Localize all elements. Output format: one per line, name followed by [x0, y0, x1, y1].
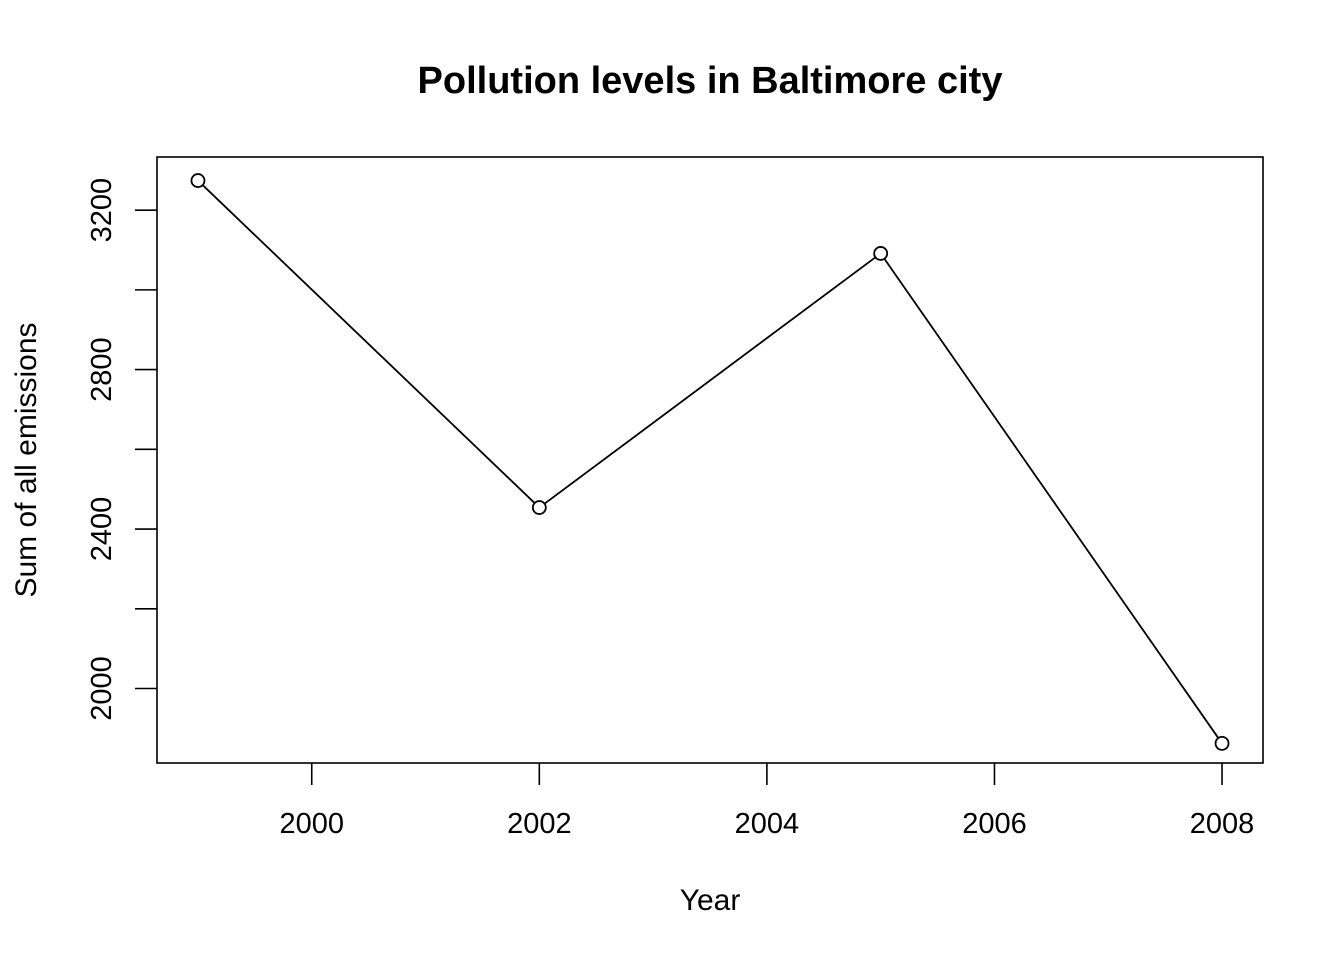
- data-point: [190, 173, 206, 188]
- y-axis-label: Sum of all emissions: [10, 322, 43, 597]
- y-tick-label: 2800: [86, 337, 118, 402]
- data-point: [873, 246, 889, 261]
- data-point: [1214, 735, 1230, 751]
- y-axis: 2000 2400 2800 3200: [86, 178, 157, 721]
- y-tick-label: 3200: [86, 178, 118, 243]
- series-line-segment: [202, 184, 536, 504]
- series-line-segment: [883, 258, 1220, 739]
- x-axis: 2000 2002 2004 2006 2008: [279, 763, 1254, 840]
- x-tick-label: 2002: [507, 808, 572, 840]
- y-tick-label: 2000: [86, 656, 118, 721]
- data-point: [531, 500, 547, 515]
- x-tick-label: 2006: [962, 808, 1027, 840]
- x-tick-label: 2008: [1190, 808, 1255, 840]
- x-tick-label: 2004: [735, 808, 800, 840]
- plot-frame: [156, 156, 1264, 764]
- y-tick-label: 2400: [86, 497, 118, 562]
- series-line-segment: [543, 256, 877, 505]
- x-axis-label: Year: [680, 884, 741, 917]
- x-tick-label: 2000: [279, 808, 344, 840]
- chart-title: Pollution levels in Baltimore city: [418, 60, 1003, 102]
- series-layer: [190, 173, 1230, 751]
